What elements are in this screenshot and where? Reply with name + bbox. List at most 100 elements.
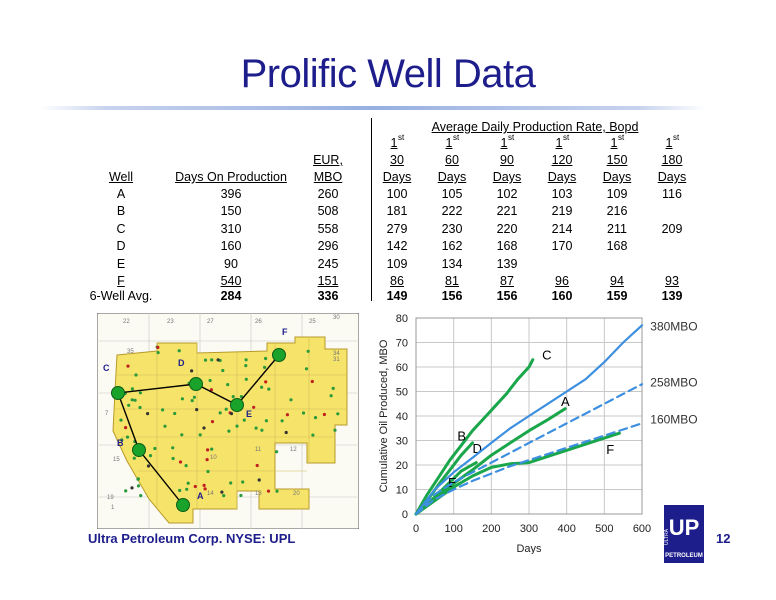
rate-header-unit: Days xyxy=(382,170,412,184)
map-well-dot xyxy=(322,412,326,417)
cell-rate: 134 xyxy=(441,256,463,271)
map-well-marker xyxy=(272,348,286,362)
map-well-dot xyxy=(275,450,279,454)
cell-well: E xyxy=(116,256,126,271)
map-well-dot xyxy=(331,386,335,390)
map-well-dot xyxy=(210,420,215,424)
cell-rate: 142 xyxy=(386,239,408,254)
map-well-dot xyxy=(229,412,234,416)
map-well-dot xyxy=(284,430,288,435)
map-well-dot xyxy=(171,456,175,461)
map-well-dot xyxy=(239,395,243,399)
cell-avg-rate: 159 xyxy=(606,289,628,303)
series-line-c xyxy=(414,358,535,516)
svg-text:UP: UP xyxy=(669,515,700,540)
y-tick-label: 50 xyxy=(396,387,408,399)
cell-days: 90 xyxy=(224,256,238,271)
cell-rate: 87 xyxy=(500,274,514,288)
x-tick-label: 300 xyxy=(520,523,538,535)
rate-header-days: 30 xyxy=(390,153,404,167)
map-well-dot xyxy=(252,405,256,409)
acreage-map: 22 23 27 26 25 30 34 35 31 7 15 10 11 12 14 13 20 19 1 A B C… xyxy=(97,313,359,529)
map-well-dot xyxy=(244,377,248,381)
company-footer: Ultra Petroleum Corp. NYSE: UPL xyxy=(88,531,296,546)
series-label-a: A xyxy=(561,394,570,409)
map-well-dot xyxy=(161,408,165,412)
map-well-label: C xyxy=(103,363,110,373)
map-well-dot xyxy=(185,487,189,491)
cell-avg-days: 284 xyxy=(220,289,242,303)
cell-rate: 103 xyxy=(551,187,573,201)
cell-days: 150 xyxy=(220,204,242,219)
map-well-dot xyxy=(134,373,138,377)
cell-rate: 220 xyxy=(496,221,518,236)
map-well-dot xyxy=(220,490,224,494)
map-well-dot xyxy=(178,488,182,493)
rate-header-unit: Days xyxy=(492,170,522,184)
map-well-dot xyxy=(304,367,309,371)
map-well-dot xyxy=(241,480,245,484)
map-well-dot xyxy=(119,418,123,422)
title-rule xyxy=(40,106,706,110)
map-well-dot xyxy=(280,419,284,423)
map-well-dot xyxy=(171,446,175,450)
map-well-dot xyxy=(130,398,134,402)
header-days-on-production: Days On Production xyxy=(175,170,287,184)
cell-well: B xyxy=(116,204,126,219)
map-well-dot xyxy=(195,408,199,412)
rate-header-superscript: st xyxy=(618,133,625,142)
rate-header-days: 90 xyxy=(500,153,514,167)
x-tick-label: 600 xyxy=(633,523,651,535)
map-section-number: 34 xyxy=(333,351,340,357)
map-well-dot xyxy=(193,484,197,489)
x-axis-label: Days xyxy=(516,543,542,554)
map-well-dot xyxy=(267,387,271,391)
map-well-dot xyxy=(190,369,194,373)
svg-text:PETROLEUM: PETROLEUM xyxy=(665,553,703,559)
map-well-label: B xyxy=(117,438,124,448)
map-well-dot xyxy=(206,469,210,474)
map-section-number: 13 xyxy=(255,491,262,497)
map-well-dot xyxy=(202,426,206,430)
rate-header-superscript: st xyxy=(453,133,460,142)
map-section-number: 26 xyxy=(255,319,262,325)
cell-rate: 93 xyxy=(665,274,679,288)
y-tick-label: 70 xyxy=(396,338,408,350)
map-well-marker xyxy=(176,498,190,512)
plot-area xyxy=(415,317,643,515)
map-section-number: 30 xyxy=(333,315,340,321)
map-well-dot xyxy=(235,424,239,428)
map-well-dot xyxy=(173,411,177,416)
cell-days: 540 xyxy=(220,274,242,288)
map-well-dot xyxy=(132,456,136,460)
rate-header-superscript: st xyxy=(398,133,405,142)
series-label-c: C xyxy=(542,348,551,363)
map-well-dot xyxy=(285,413,289,417)
acreage-lease-lines xyxy=(115,337,347,509)
map-well-dot xyxy=(310,379,314,384)
rate-group-header: Average Daily Production Rate, Bopd xyxy=(431,120,639,134)
cell-eur: 296 xyxy=(317,239,339,254)
cell-days: 396 xyxy=(220,187,242,201)
cell-eur: 245 xyxy=(317,256,339,271)
rate-header-prefix: 1 xyxy=(555,136,563,150)
map-well-dot xyxy=(130,486,134,490)
map-well-marker xyxy=(111,386,125,400)
cell-rate: 81 xyxy=(445,274,459,288)
cell-rate: 216 xyxy=(606,204,628,219)
cell-rate: 211 xyxy=(607,221,627,236)
series-label-258mbo: 258MBO xyxy=(650,376,697,390)
map-well-label: D xyxy=(178,358,185,368)
map-well-dot xyxy=(311,433,315,437)
series-label-f: F xyxy=(606,442,614,457)
y-tick-label: 20 xyxy=(396,460,408,472)
rate-header-prefix: 1 xyxy=(390,136,398,150)
map-well-dot xyxy=(210,447,214,451)
cell-avg-rate: 156 xyxy=(496,289,518,303)
rate-header-prefix: 1 xyxy=(445,136,453,150)
cell-rate: 96 xyxy=(555,274,569,288)
map-well-dot xyxy=(124,489,128,493)
map-well-label: A xyxy=(197,491,204,501)
map-well-dot xyxy=(203,487,207,491)
map-section-number: 23 xyxy=(167,319,174,325)
